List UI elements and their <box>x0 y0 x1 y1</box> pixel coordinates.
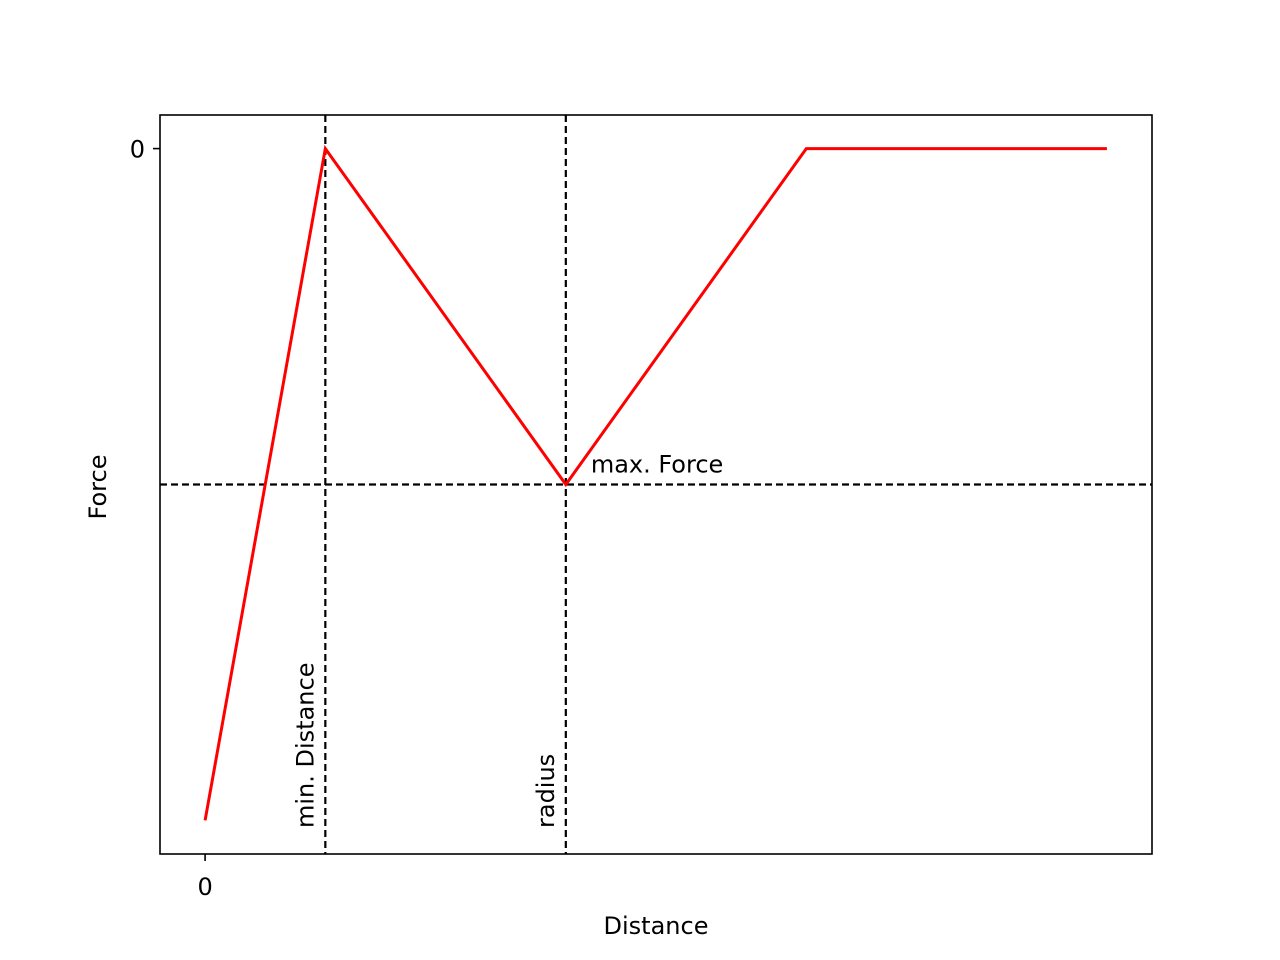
reference-line-vertical-label: min. Distance <box>291 663 319 828</box>
x-axis: 0 <box>197 854 213 901</box>
x-axis-label: Distance <box>604 912 709 940</box>
plot-frame <box>159 114 1153 855</box>
reference-line-vertical-label: radius <box>532 754 560 828</box>
annotations: min. Distance radius max. Force <box>291 451 723 829</box>
series-line <box>203 144 1107 821</box>
y-axis: 0 <box>130 136 160 164</box>
y-tick-label: 0 <box>130 136 145 164</box>
y-axis-label: Force <box>84 455 112 520</box>
x-tick-label: 0 <box>197 873 212 901</box>
data-series <box>203 144 1107 821</box>
reference-line-horizontal-label: max. Force <box>591 451 723 479</box>
